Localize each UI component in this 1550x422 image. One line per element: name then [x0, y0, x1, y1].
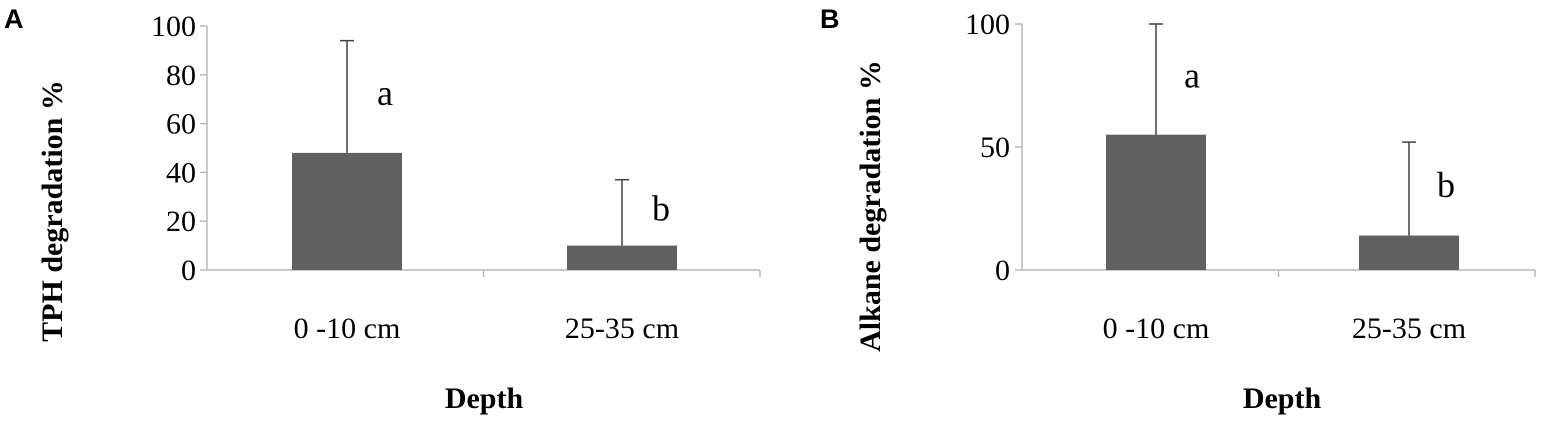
y-tick-label: 100: [151, 10, 196, 43]
bar: [567, 245, 677, 270]
y-tick-label: 20: [166, 205, 196, 238]
significance-letter: b: [1437, 165, 1455, 205]
bar: [1359, 235, 1459, 270]
significance-letter: a: [377, 73, 393, 113]
bar: [292, 152, 402, 270]
y-tick-label: 0: [181, 254, 196, 287]
y-tick-label: 50: [980, 131, 1010, 164]
bar: [1106, 134, 1206, 270]
x-category-label: 0 -10 cm: [1103, 312, 1210, 345]
significance-letter: a: [1184, 55, 1200, 95]
x-axis-title: Depth: [445, 382, 524, 415]
y-tick-label: 0: [995, 254, 1010, 287]
significance-letter: b: [652, 189, 670, 229]
x-category-label: 25-35 cm: [565, 312, 679, 345]
chart-panel-a: A 0 20 40 60 80 100 a 0 -10 cm b 25-35 cm Depth TPH …: [4, 4, 761, 415]
y-axis-title: Alkane degradation %: [854, 60, 887, 352]
y-tick-label: 80: [166, 59, 196, 92]
panel-letter: B: [820, 4, 840, 34]
y-tick-label: 40: [166, 156, 196, 189]
x-category-label: 25-35 cm: [1352, 312, 1466, 345]
chart-panel-b: B 0 50 100 a 0 -10 cm b 25-35 cm Depth Alkane deg…: [820, 4, 1536, 415]
y-axis-title: TPH degradation %: [36, 80, 69, 342]
y-tick-label: 100: [965, 8, 1010, 41]
x-axis-title: Depth: [1243, 382, 1322, 415]
panel-letter: A: [4, 4, 24, 34]
y-tick-label: 60: [166, 108, 196, 141]
x-category-label: 0 -10 cm: [294, 312, 401, 345]
